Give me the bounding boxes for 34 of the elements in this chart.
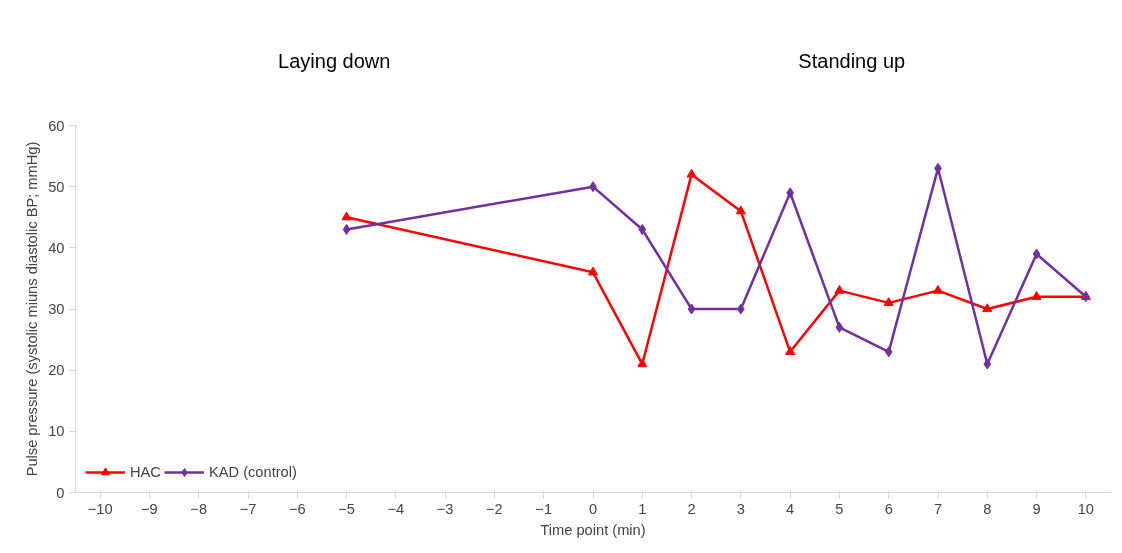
x-tick-label: −6 xyxy=(288,500,306,517)
legend-label: HAC xyxy=(130,464,161,480)
y-tick-label: 30 xyxy=(48,301,65,317)
x-tick-label: 0 xyxy=(588,500,598,517)
x-tick-label: −1 xyxy=(535,500,553,517)
x-tick-label: 7 xyxy=(933,500,943,517)
x-tick-label: −5 xyxy=(338,500,355,517)
x-tick-label: 6 xyxy=(884,500,893,517)
y-tick-label: 0 xyxy=(56,484,65,501)
x-tick-label: 10 xyxy=(1077,500,1095,517)
y-axis-title: Pulse pressure (systolic miuns diastolic BP; mmHg) xyxy=(24,141,41,477)
x-tick-label: −2 xyxy=(486,500,503,517)
x-tick-label: 2 xyxy=(687,500,696,517)
x-tick-label: 8 xyxy=(983,500,992,517)
y-tick-label: 20 xyxy=(48,362,65,379)
x-tick-label: 9 xyxy=(1032,500,1041,517)
x-axis-title: Time point (min) xyxy=(540,521,646,538)
text: Standing up xyxy=(798,49,906,72)
y-tick-label: 60 xyxy=(48,117,65,134)
x-tick-label: −8 xyxy=(190,500,208,517)
y-tick-label: 10 xyxy=(48,423,65,440)
x-tick-label: −9 xyxy=(141,500,158,517)
x-tick-label: 5 xyxy=(835,500,844,517)
text: Laying down xyxy=(278,49,391,72)
x-tick-label: −7 xyxy=(239,500,257,517)
x-tick-label: 1 xyxy=(638,500,647,517)
x-tick-label: −4 xyxy=(387,500,405,517)
y-tick-label: 40 xyxy=(48,239,65,256)
y-tick-label: 50 xyxy=(48,178,65,195)
x-tick-label: −10 xyxy=(87,500,113,517)
legend-label: KAD (control) xyxy=(208,464,297,480)
x-tick-label: 3 xyxy=(736,500,745,517)
x-tick-label: 4 xyxy=(786,500,795,517)
x-tick-label: −3 xyxy=(436,500,454,517)
